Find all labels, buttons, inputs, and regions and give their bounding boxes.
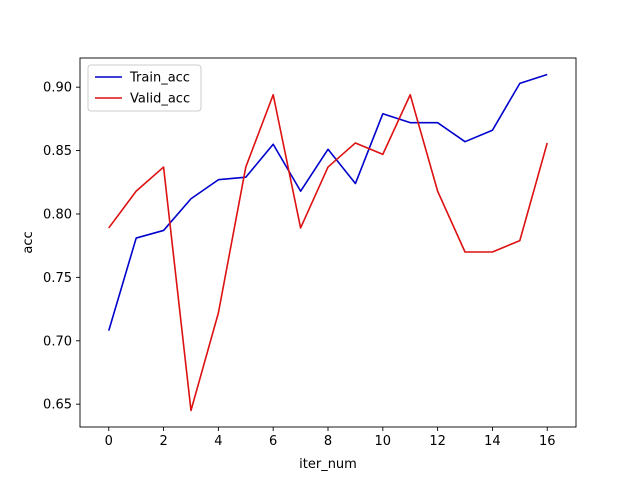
x-tick-label: 16 — [539, 434, 556, 449]
y-tick-label: 0.70 — [43, 334, 72, 349]
x-tick-label: 2 — [159, 434, 167, 449]
y-tick-label: 0.85 — [43, 144, 72, 159]
x-axis-label: iter_num — [299, 457, 357, 472]
y-tick-label: 0.75 — [43, 271, 72, 286]
x-tick-label: 14 — [484, 434, 501, 449]
y-tick-label: 0.80 — [43, 207, 72, 222]
x-tick-label: 6 — [269, 434, 277, 449]
x-tick-label: 0 — [105, 434, 113, 449]
legend: Train_acc Valid_acc — [87, 64, 202, 112]
plot-area — [108, 73, 549, 412]
x-tick-label: 12 — [429, 434, 446, 449]
axes: 0 2 4 6 8 10 12 14 16 0.65 0.70 0.75 0.80 0.85 0.90 — [43, 57, 577, 449]
legend-label: Train_acc — [129, 71, 190, 86]
x-tick-label: 4 — [214, 434, 222, 449]
x-tick-label: 8 — [324, 434, 332, 449]
series-line-train-acc — [108, 73, 548, 331]
y-axis-label: acc — [21, 231, 36, 253]
x-tick-label: 10 — [375, 434, 392, 449]
y-tick-label: 0.90 — [43, 81, 72, 96]
series-line-valid-acc — [108, 93, 549, 412]
legend-label: Valid_acc — [130, 92, 190, 107]
y-tick-label: 0.65 — [43, 398, 72, 413]
